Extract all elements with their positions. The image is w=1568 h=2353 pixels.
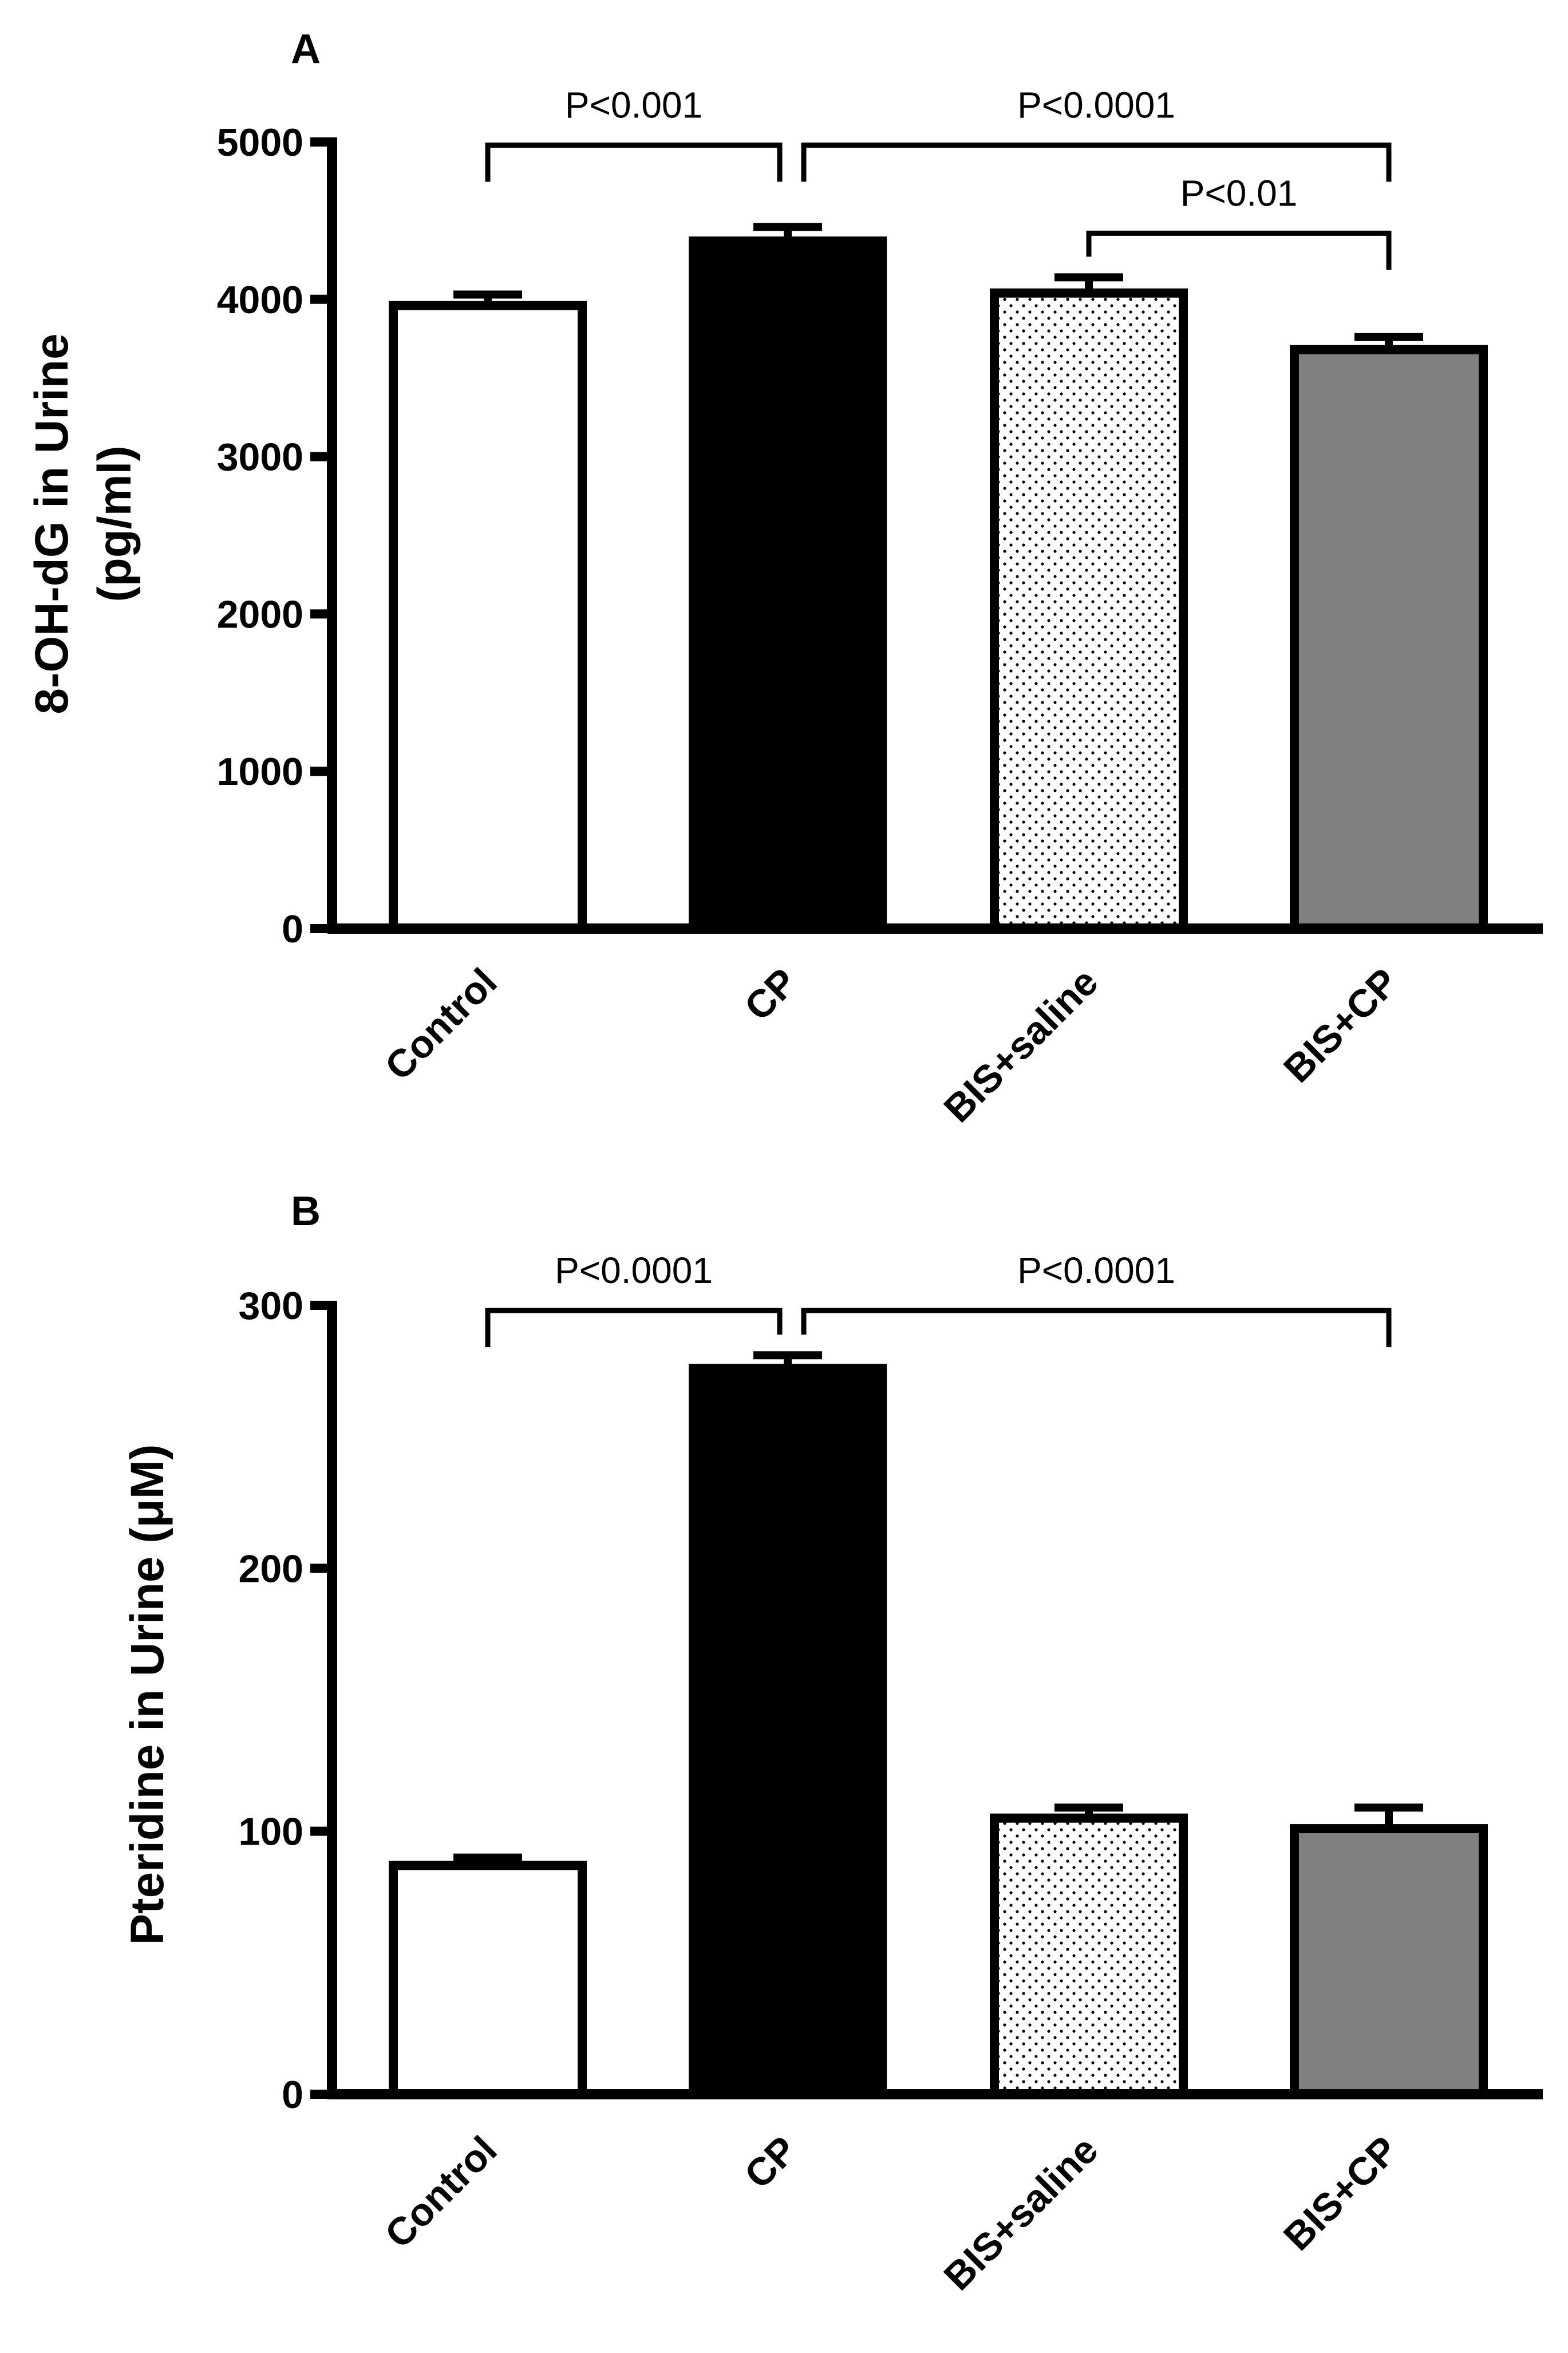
panel-letter-a: A	[291, 26, 321, 72]
panel-a-significance-bracket-1	[801, 142, 1392, 182]
panel-a-bar-cp	[689, 236, 887, 933]
panel-b-significance-bracket-1	[801, 1308, 1392, 1348]
panel-a-y-tick-label-4: 4000	[217, 278, 303, 322]
panel-b-y-tick-label-1: 100	[239, 1810, 303, 1854]
panel-b-bar-cp	[689, 1364, 887, 2099]
panel-a-y-tick-label-1: 1000	[217, 750, 303, 793]
panel-b-bar-control	[389, 1861, 587, 2099]
panel-b-category-label-1: CP	[736, 2128, 805, 2197]
panel-b-y-tick-label-0: 0	[282, 2073, 303, 2117]
panel-b-category-label-2: BIS+saline	[935, 2128, 1106, 2299]
panel-a-significance-label-2: P<0.01	[1180, 172, 1298, 214]
panel-b-y-tick-label-2: 200	[239, 1547, 303, 1590]
panel-a-significance-bracket-2	[1086, 230, 1392, 270]
panel-b-significance-label-0: P<0.0001	[555, 1250, 713, 1291]
panel-b-category-label-3: BIS+CP	[1275, 2128, 1407, 2259]
panel-b-bar-bis-saline	[990, 1813, 1188, 2099]
panel-b-marks: 0 100 200 300 Control CP BIS+saline BIS+CP P<0.0…	[239, 1250, 1543, 2299]
panel-a-significance-label-1: P<0.0001	[1017, 84, 1175, 125]
panel-a-category-label-3: BIS+CP	[1275, 960, 1407, 1091]
panel-b-y-axis-title: Pteridine in Urine (μM)	[121, 1444, 173, 1945]
panel-a-y-axis-title-line2: (pg/ml)	[89, 445, 141, 602]
panel-a-y-axis-title-line1: 8-OH-dG in Urine	[26, 333, 78, 714]
panel-a-chart: A 8-OH-dG in Urine (pg/ml) 0 1000 2000 3000…	[26, 26, 1543, 1131]
panel-b-significance-label-1: P<0.0001	[1017, 1250, 1175, 1291]
panel-a-y-tick-label-5: 5000	[217, 121, 303, 164]
panel-a-significance-bracket-0	[485, 142, 783, 182]
panel-a-bar-bis-saline	[990, 288, 1188, 934]
panel-b-category-label-0: Control	[377, 2128, 505, 2257]
panel-b-bar-bis-cp	[1290, 1824, 1488, 2099]
panel-a-significance-label-0: P<0.001	[565, 84, 702, 125]
panel-a-category-label-2: BIS+saline	[935, 960, 1106, 1131]
panel-a-bar-control	[389, 301, 587, 933]
panel-a-category-label-1: CP	[736, 960, 805, 1029]
panel-a-y-tick-label-3: 3000	[217, 436, 303, 479]
panel-a-y-tick-label-2: 2000	[217, 593, 303, 636]
panel-b-significance-bracket-0	[485, 1308, 783, 1348]
panel-b-chart: B Pteridine in Urine (μM) 0 100 200 300 Cont…	[121, 1189, 1543, 2299]
panel-a-y-tick-label-0: 0	[282, 907, 303, 951]
panel-a-bar-bis-cp	[1290, 345, 1488, 933]
panel-letter-b: B	[291, 1189, 321, 1234]
panel-a-marks: 0 1000 2000 3000 4000 5000 Control CP BIS+saline…	[217, 84, 1543, 1131]
panel-b-y-tick-label-3: 300	[239, 1284, 303, 1328]
panel-a-category-label-0: Control	[377, 960, 505, 1089]
